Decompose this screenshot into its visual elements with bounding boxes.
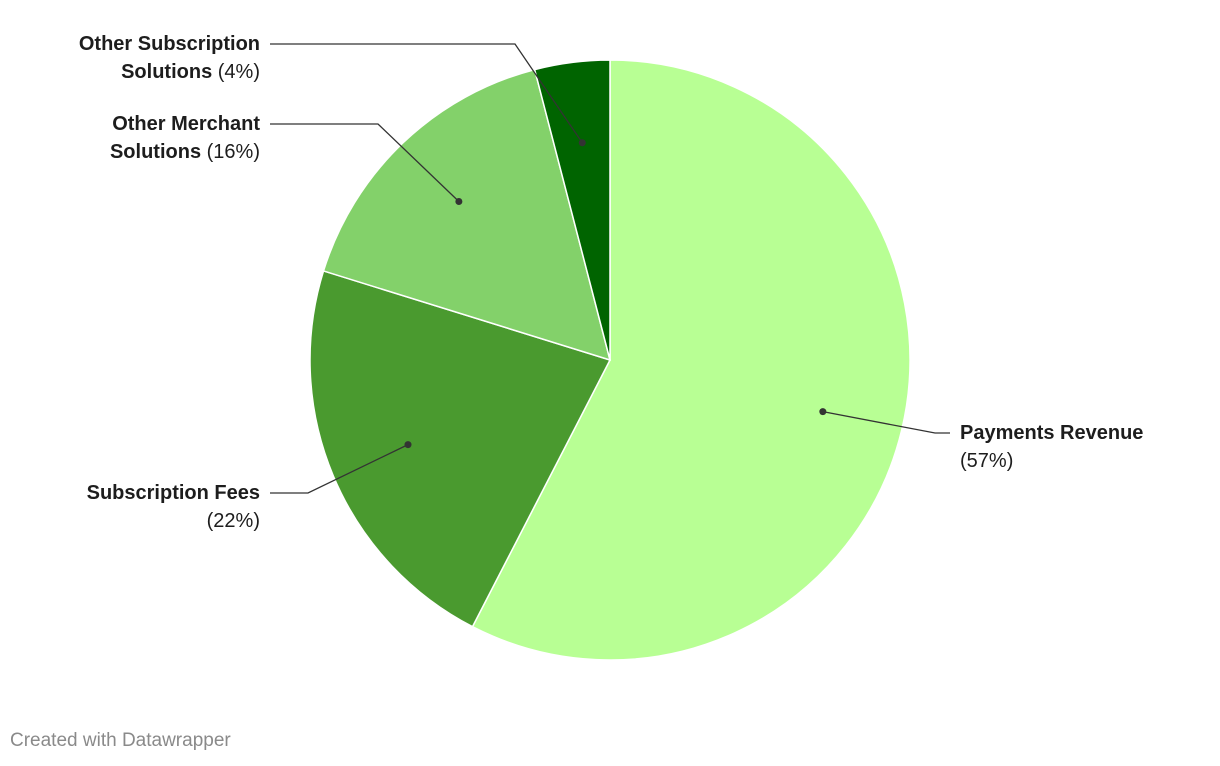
slice-label: Other Merchant Solutions (16%) bbox=[45, 110, 260, 166]
leader-dot bbox=[455, 198, 463, 206]
value-label: (22%) bbox=[206, 510, 260, 532]
leader-line bbox=[270, 43, 583, 144]
value-label: (4%) bbox=[217, 61, 260, 83]
leader-dot bbox=[404, 441, 412, 449]
leader-line bbox=[270, 444, 409, 494]
leader-dot bbox=[578, 139, 586, 147]
value-label: (16%) bbox=[206, 141, 260, 163]
category-name: Subscription Fees bbox=[86, 482, 260, 504]
category-name: Other Merchant Solutions bbox=[109, 113, 260, 163]
slice-label: Payments Revenue (57%) bbox=[960, 419, 1175, 475]
pie-slice bbox=[533, 59, 611, 361]
slice-label: Other Subscription Solutions (4%) bbox=[45, 30, 260, 86]
pie-slice bbox=[471, 59, 911, 661]
category-name: Payments Revenue bbox=[960, 422, 1144, 444]
leader-line bbox=[822, 410, 950, 434]
leader-line bbox=[270, 123, 460, 202]
value-label: (57%) bbox=[960, 450, 1014, 472]
footer: Created with Datawrapper bbox=[10, 730, 231, 751]
category-name: Other Subscription Solutions bbox=[78, 33, 260, 83]
leader-dot bbox=[819, 408, 827, 416]
pie-slice bbox=[309, 269, 612, 628]
pie-slice bbox=[322, 68, 612, 362]
slice-label: Subscription Fees (22%) bbox=[45, 479, 260, 535]
